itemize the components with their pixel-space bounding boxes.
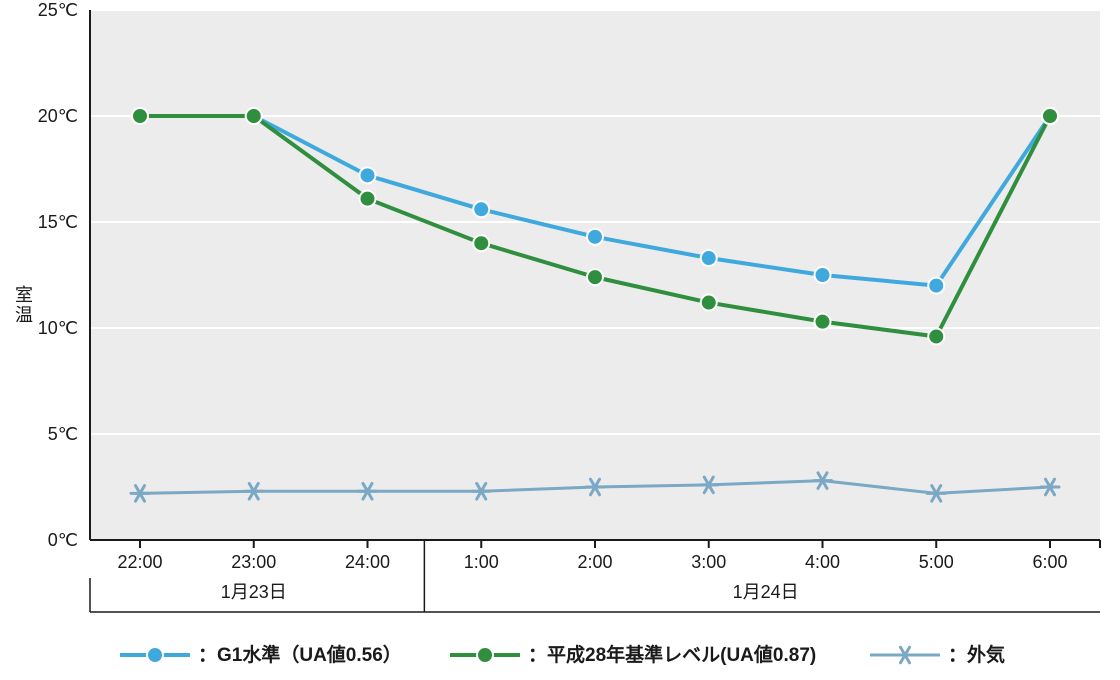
svg-text:24:00: 24:00	[345, 552, 390, 572]
svg-text:：G1水準（UA値0.56）: ：G1水準（UA値0.56）	[198, 643, 402, 666]
svg-text:：平成28年基準レベル(UA値0.87): ：平成28年基準レベル(UA値0.87)	[528, 643, 816, 666]
svg-text:1:00: 1:00	[464, 552, 499, 572]
svg-text:10℃: 10℃	[38, 318, 78, 338]
chart-svg: 0℃ 5℃ 10℃ 15℃ 20℃ 25℃ 22:00 23:00 24:00 1:00 2:00 3…	[0, 0, 1120, 680]
svg-text:22:00: 22:00	[117, 552, 162, 572]
y-axis-label: 室温	[10, 285, 36, 325]
svg-text:1月24日: 1月24日	[733, 582, 799, 602]
svg-text:1月23日: 1月23日	[221, 582, 287, 602]
svg-text:3:00: 3:00	[691, 552, 726, 572]
svg-text:0℃: 0℃	[48, 530, 78, 550]
svg-text:5:00: 5:00	[919, 552, 954, 572]
svg-text:：外気: ：外気	[948, 643, 1005, 666]
svg-text:20℃: 20℃	[38, 106, 78, 126]
svg-text:5℃: 5℃	[48, 424, 78, 444]
svg-text:15℃: 15℃	[38, 212, 78, 232]
svg-text:23:00: 23:00	[231, 552, 276, 572]
svg-text:6:00: 6:00	[1032, 552, 1067, 572]
temperature-line-chart: 室温 0℃ 5℃ 10℃ 15℃ 20℃ 25℃ 22:00 23:00 24:00 1:00 2:…	[0, 0, 1120, 680]
svg-text:4:00: 4:00	[805, 552, 840, 572]
svg-text:25℃: 25℃	[38, 0, 78, 20]
svg-text:2:00: 2:00	[577, 552, 612, 572]
